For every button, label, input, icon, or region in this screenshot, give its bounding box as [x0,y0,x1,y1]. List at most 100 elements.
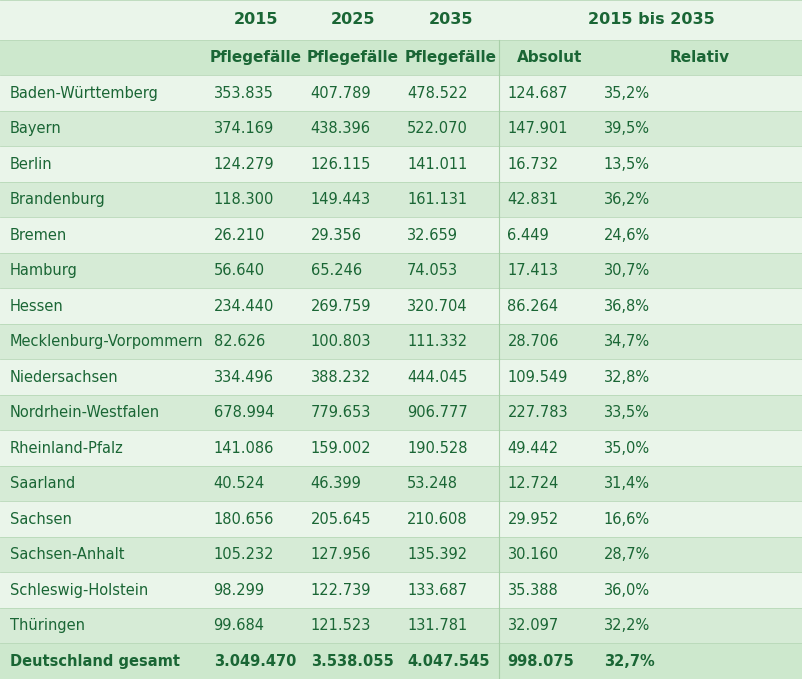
Bar [0,644,802,679]
Bar [0,182,802,217]
Text: 32,8%: 32,8% [603,369,649,385]
Text: 111.332: 111.332 [407,334,467,349]
Text: 210.608: 210.608 [407,512,467,527]
Text: Deutschland gesamt: Deutschland gesamt [10,654,180,669]
Text: 109.549: 109.549 [507,369,567,385]
Text: Baden-Württemberg: Baden-Württemberg [10,86,158,100]
Text: 334.496: 334.496 [213,369,273,385]
Bar [0,502,802,537]
Text: 32,2%: 32,2% [603,619,650,634]
Text: Hessen: Hessen [10,299,63,314]
Bar [0,147,802,182]
Text: 133.687: 133.687 [407,583,467,598]
Text: 46.399: 46.399 [310,476,361,491]
Text: 36,0%: 36,0% [603,583,649,598]
Text: 234.440: 234.440 [213,299,273,314]
Text: 30.160: 30.160 [507,547,558,562]
Bar [0,608,802,644]
Text: Mecklenburg-Vorpommern: Mecklenburg-Vorpommern [10,334,203,349]
Text: 105.232: 105.232 [213,547,273,562]
Bar [0,430,802,466]
Text: 39,5%: 39,5% [603,121,649,136]
Bar [0,537,802,572]
Text: 227.783: 227.783 [507,405,567,420]
Text: 74.053: 74.053 [407,263,458,278]
Text: 13,5%: 13,5% [603,157,649,172]
Text: 388.232: 388.232 [310,369,371,385]
Bar [0,359,802,395]
Text: 522.070: 522.070 [407,121,468,136]
Text: Berlin: Berlin [10,157,52,172]
Text: 149.443: 149.443 [310,192,371,207]
Text: 131.781: 131.781 [407,619,467,634]
Text: 82.626: 82.626 [213,334,265,349]
Text: Absolut: Absolut [516,50,581,65]
Text: 121.523: 121.523 [310,619,371,634]
Text: 33,5%: 33,5% [603,405,649,420]
Text: 438.396: 438.396 [310,121,371,136]
Text: 32.097: 32.097 [507,619,558,634]
Text: 65.246: 65.246 [310,263,362,278]
Bar [0,0,802,40]
Text: 161.131: 161.131 [407,192,467,207]
Text: 4.047.545: 4.047.545 [407,654,489,669]
Text: 141.086: 141.086 [213,441,273,456]
Text: 147.901: 147.901 [507,121,567,136]
Text: 100.803: 100.803 [310,334,371,349]
Text: 32.659: 32.659 [407,227,458,242]
Text: Nordrhein-Westfalen: Nordrhein-Westfalen [10,405,160,420]
Text: 124.687: 124.687 [507,86,567,100]
Text: Rheinland-Pfalz: Rheinland-Pfalz [10,441,124,456]
Bar [0,217,802,253]
Text: Hamburg: Hamburg [10,263,78,278]
Text: 12.724: 12.724 [507,476,558,491]
Text: Brandenburg: Brandenburg [10,192,105,207]
Text: 135.392: 135.392 [407,547,467,562]
Text: 190.528: 190.528 [407,441,467,456]
Text: 205.645: 205.645 [310,512,371,527]
Text: Relativ: Relativ [669,50,729,65]
Text: 126.115: 126.115 [310,157,371,172]
Text: Sachsen-Anhalt: Sachsen-Anhalt [10,547,124,562]
Bar [0,75,802,111]
Text: 17.413: 17.413 [507,263,558,278]
Text: 26.210: 26.210 [213,227,265,242]
Text: 35,2%: 35,2% [603,86,649,100]
Bar [0,253,802,289]
Text: 124.279: 124.279 [213,157,273,172]
Text: Pflegefälle: Pflegefälle [306,50,398,65]
Text: Thüringen: Thüringen [10,619,84,634]
Text: 6.449: 6.449 [507,227,549,242]
Text: 29.952: 29.952 [507,512,558,527]
Text: 2015 bis 2035: 2015 bis 2035 [588,12,714,27]
Text: Sachsen: Sachsen [10,512,71,527]
Bar [0,572,802,608]
Bar [0,111,802,147]
Text: 353.835: 353.835 [213,86,273,100]
Text: 32,7%: 32,7% [603,654,654,669]
Text: 99.684: 99.684 [213,619,265,634]
Text: 478.522: 478.522 [407,86,467,100]
Text: 34,7%: 34,7% [603,334,649,349]
Text: 98.299: 98.299 [213,583,265,598]
Text: 141.011: 141.011 [407,157,467,172]
Text: 407.789: 407.789 [310,86,371,100]
Text: 28.706: 28.706 [507,334,558,349]
Bar [0,324,802,359]
Text: 86.264: 86.264 [507,299,558,314]
Text: 180.656: 180.656 [213,512,273,527]
Text: Bayern: Bayern [10,121,61,136]
Text: Saarland: Saarland [10,476,75,491]
Text: 2035: 2035 [428,12,472,27]
Text: 118.300: 118.300 [213,192,273,207]
Text: 36,2%: 36,2% [603,192,649,207]
Text: Schleswig-Holstein: Schleswig-Holstein [10,583,148,598]
Text: 35.388: 35.388 [507,583,557,598]
Text: 320.704: 320.704 [407,299,467,314]
Text: 16,6%: 16,6% [603,512,649,527]
Text: 16.732: 16.732 [507,157,558,172]
Text: 3.049.470: 3.049.470 [213,654,296,669]
Text: 998.075: 998.075 [507,654,573,669]
Text: 2015: 2015 [233,12,277,27]
Text: 56.640: 56.640 [213,263,265,278]
